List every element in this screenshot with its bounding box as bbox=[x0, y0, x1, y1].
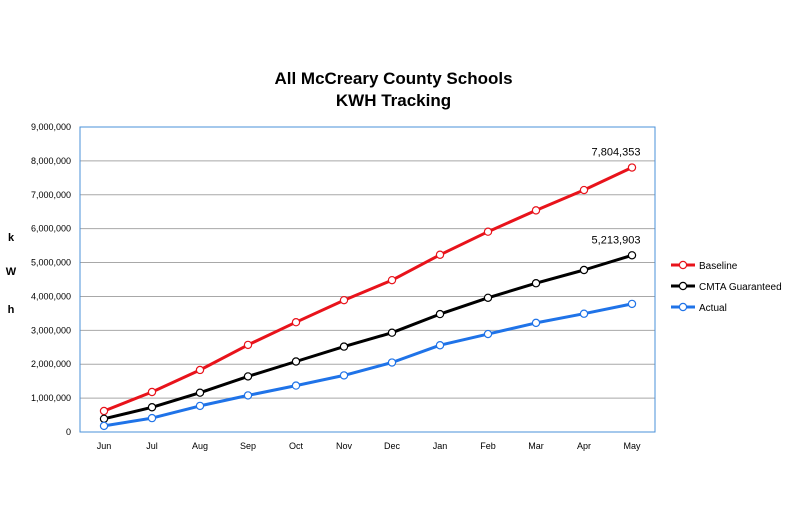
x-tick-label: Nov bbox=[336, 441, 353, 451]
data-point bbox=[531, 206, 541, 215]
y-tick-label: 6,000,000 bbox=[31, 224, 71, 234]
x-tick-label: Feb bbox=[480, 441, 496, 451]
x-tick-label: Jul bbox=[146, 441, 158, 451]
y-axis-label: k W h bbox=[6, 232, 17, 316]
data-point bbox=[195, 401, 205, 411]
data-point bbox=[579, 185, 589, 195]
y-tick-label: 8,000,000 bbox=[31, 156, 71, 166]
data-point bbox=[483, 227, 493, 236]
data-point bbox=[627, 251, 637, 260]
data-point bbox=[99, 414, 109, 423]
y-tick-label: 4,000,000 bbox=[31, 291, 71, 301]
legend-item: Actual bbox=[671, 302, 727, 314]
legend-label: Actual bbox=[699, 303, 727, 314]
data-point bbox=[147, 387, 157, 397]
data-point bbox=[291, 318, 301, 327]
y-tick-label: 3,000,000 bbox=[31, 325, 71, 335]
y-tick-label: 7,000,000 bbox=[31, 190, 71, 200]
y-axis-label-letter: k bbox=[8, 232, 15, 244]
data-annotations: 7,804,353 5,213,903 bbox=[592, 147, 641, 247]
data-point bbox=[483, 293, 493, 302]
series-line bbox=[103, 166, 633, 413]
legend-item: Baseline bbox=[671, 260, 738, 272]
series-line bbox=[103, 253, 633, 421]
gridlines bbox=[80, 126, 655, 399]
y-tick-label: 2,000,000 bbox=[31, 359, 71, 369]
data-point bbox=[435, 341, 445, 350]
y-tick-label: 0 bbox=[66, 427, 71, 437]
legend: Baseline CMTA Guaranteed Actual bbox=[671, 260, 782, 314]
data-point bbox=[531, 279, 541, 288]
data-point bbox=[531, 318, 541, 328]
data-point bbox=[291, 381, 301, 390]
data-point bbox=[387, 275, 397, 285]
x-tick-label: Sep bbox=[240, 441, 256, 451]
data-point bbox=[339, 295, 349, 305]
x-tick-label: Apr bbox=[577, 441, 591, 451]
y-axis-tick-labels: 0 1,000,000 2,000,000 3,000,000 4,000,000 5,0… bbox=[31, 122, 71, 437]
plot-area-border bbox=[79, 126, 656, 433]
y-axis-label-letter: W bbox=[6, 266, 17, 278]
data-point bbox=[435, 309, 445, 319]
x-tick-label: Dec bbox=[384, 441, 401, 451]
series-lines bbox=[99, 163, 637, 431]
data-point bbox=[627, 163, 637, 172]
data-point bbox=[483, 329, 493, 339]
data-point bbox=[99, 421, 109, 431]
x-tick-label: Jan bbox=[433, 441, 448, 451]
x-tick-label: Jun bbox=[97, 441, 112, 451]
legend-swatch-marker bbox=[678, 302, 688, 312]
chart-title-line-1: All McCreary County Schools bbox=[274, 69, 513, 88]
legend-label: Baseline bbox=[699, 261, 738, 272]
data-point bbox=[99, 406, 109, 416]
chart-title-line-2: KWH Tracking bbox=[335, 91, 452, 110]
data-point bbox=[147, 413, 157, 423]
legend-label: CMTA Guaranteed bbox=[699, 282, 782, 293]
series-1 bbox=[99, 251, 637, 423]
data-point bbox=[387, 358, 397, 367]
series-0 bbox=[99, 163, 637, 416]
y-axis-label-letter: h bbox=[8, 304, 15, 316]
y-tick-label: 9,000,000 bbox=[31, 122, 71, 132]
data-label: 7,804,353 bbox=[592, 147, 641, 159]
x-tick-label: Mar bbox=[528, 441, 544, 451]
x-tick-label: Oct bbox=[289, 441, 304, 451]
data-point bbox=[147, 403, 157, 412]
data-point bbox=[195, 388, 205, 397]
data-point bbox=[195, 365, 205, 375]
data-label: 5,213,903 bbox=[592, 234, 641, 246]
x-axis-tick-labels: Jun Jul Aug Sep Oct Nov Dec Jan Feb Mar Apr May bbox=[97, 441, 641, 451]
legend-item: CMTA Guaranteed bbox=[671, 281, 782, 293]
series-line bbox=[103, 302, 633, 428]
data-point bbox=[243, 340, 253, 350]
data-point bbox=[579, 265, 589, 275]
legend-swatch-marker bbox=[678, 260, 688, 270]
y-tick-label: 5,000,000 bbox=[31, 258, 71, 268]
y-tick-label: 1,000,000 bbox=[31, 393, 71, 403]
data-point bbox=[435, 250, 445, 259]
legend-swatch-marker bbox=[678, 281, 688, 291]
x-tick-label: May bbox=[623, 441, 641, 451]
data-point bbox=[339, 371, 349, 380]
x-tick-label: Aug bbox=[192, 441, 208, 451]
data-point bbox=[339, 342, 349, 351]
data-point bbox=[243, 391, 253, 400]
data-point bbox=[387, 328, 397, 337]
data-point bbox=[243, 372, 253, 381]
data-point bbox=[579, 309, 589, 318]
data-point bbox=[291, 357, 301, 366]
chart-title: All McCreary County Schools KWH Tracking bbox=[0, 68, 787, 112]
data-point bbox=[627, 299, 637, 309]
series-2 bbox=[99, 299, 637, 431]
